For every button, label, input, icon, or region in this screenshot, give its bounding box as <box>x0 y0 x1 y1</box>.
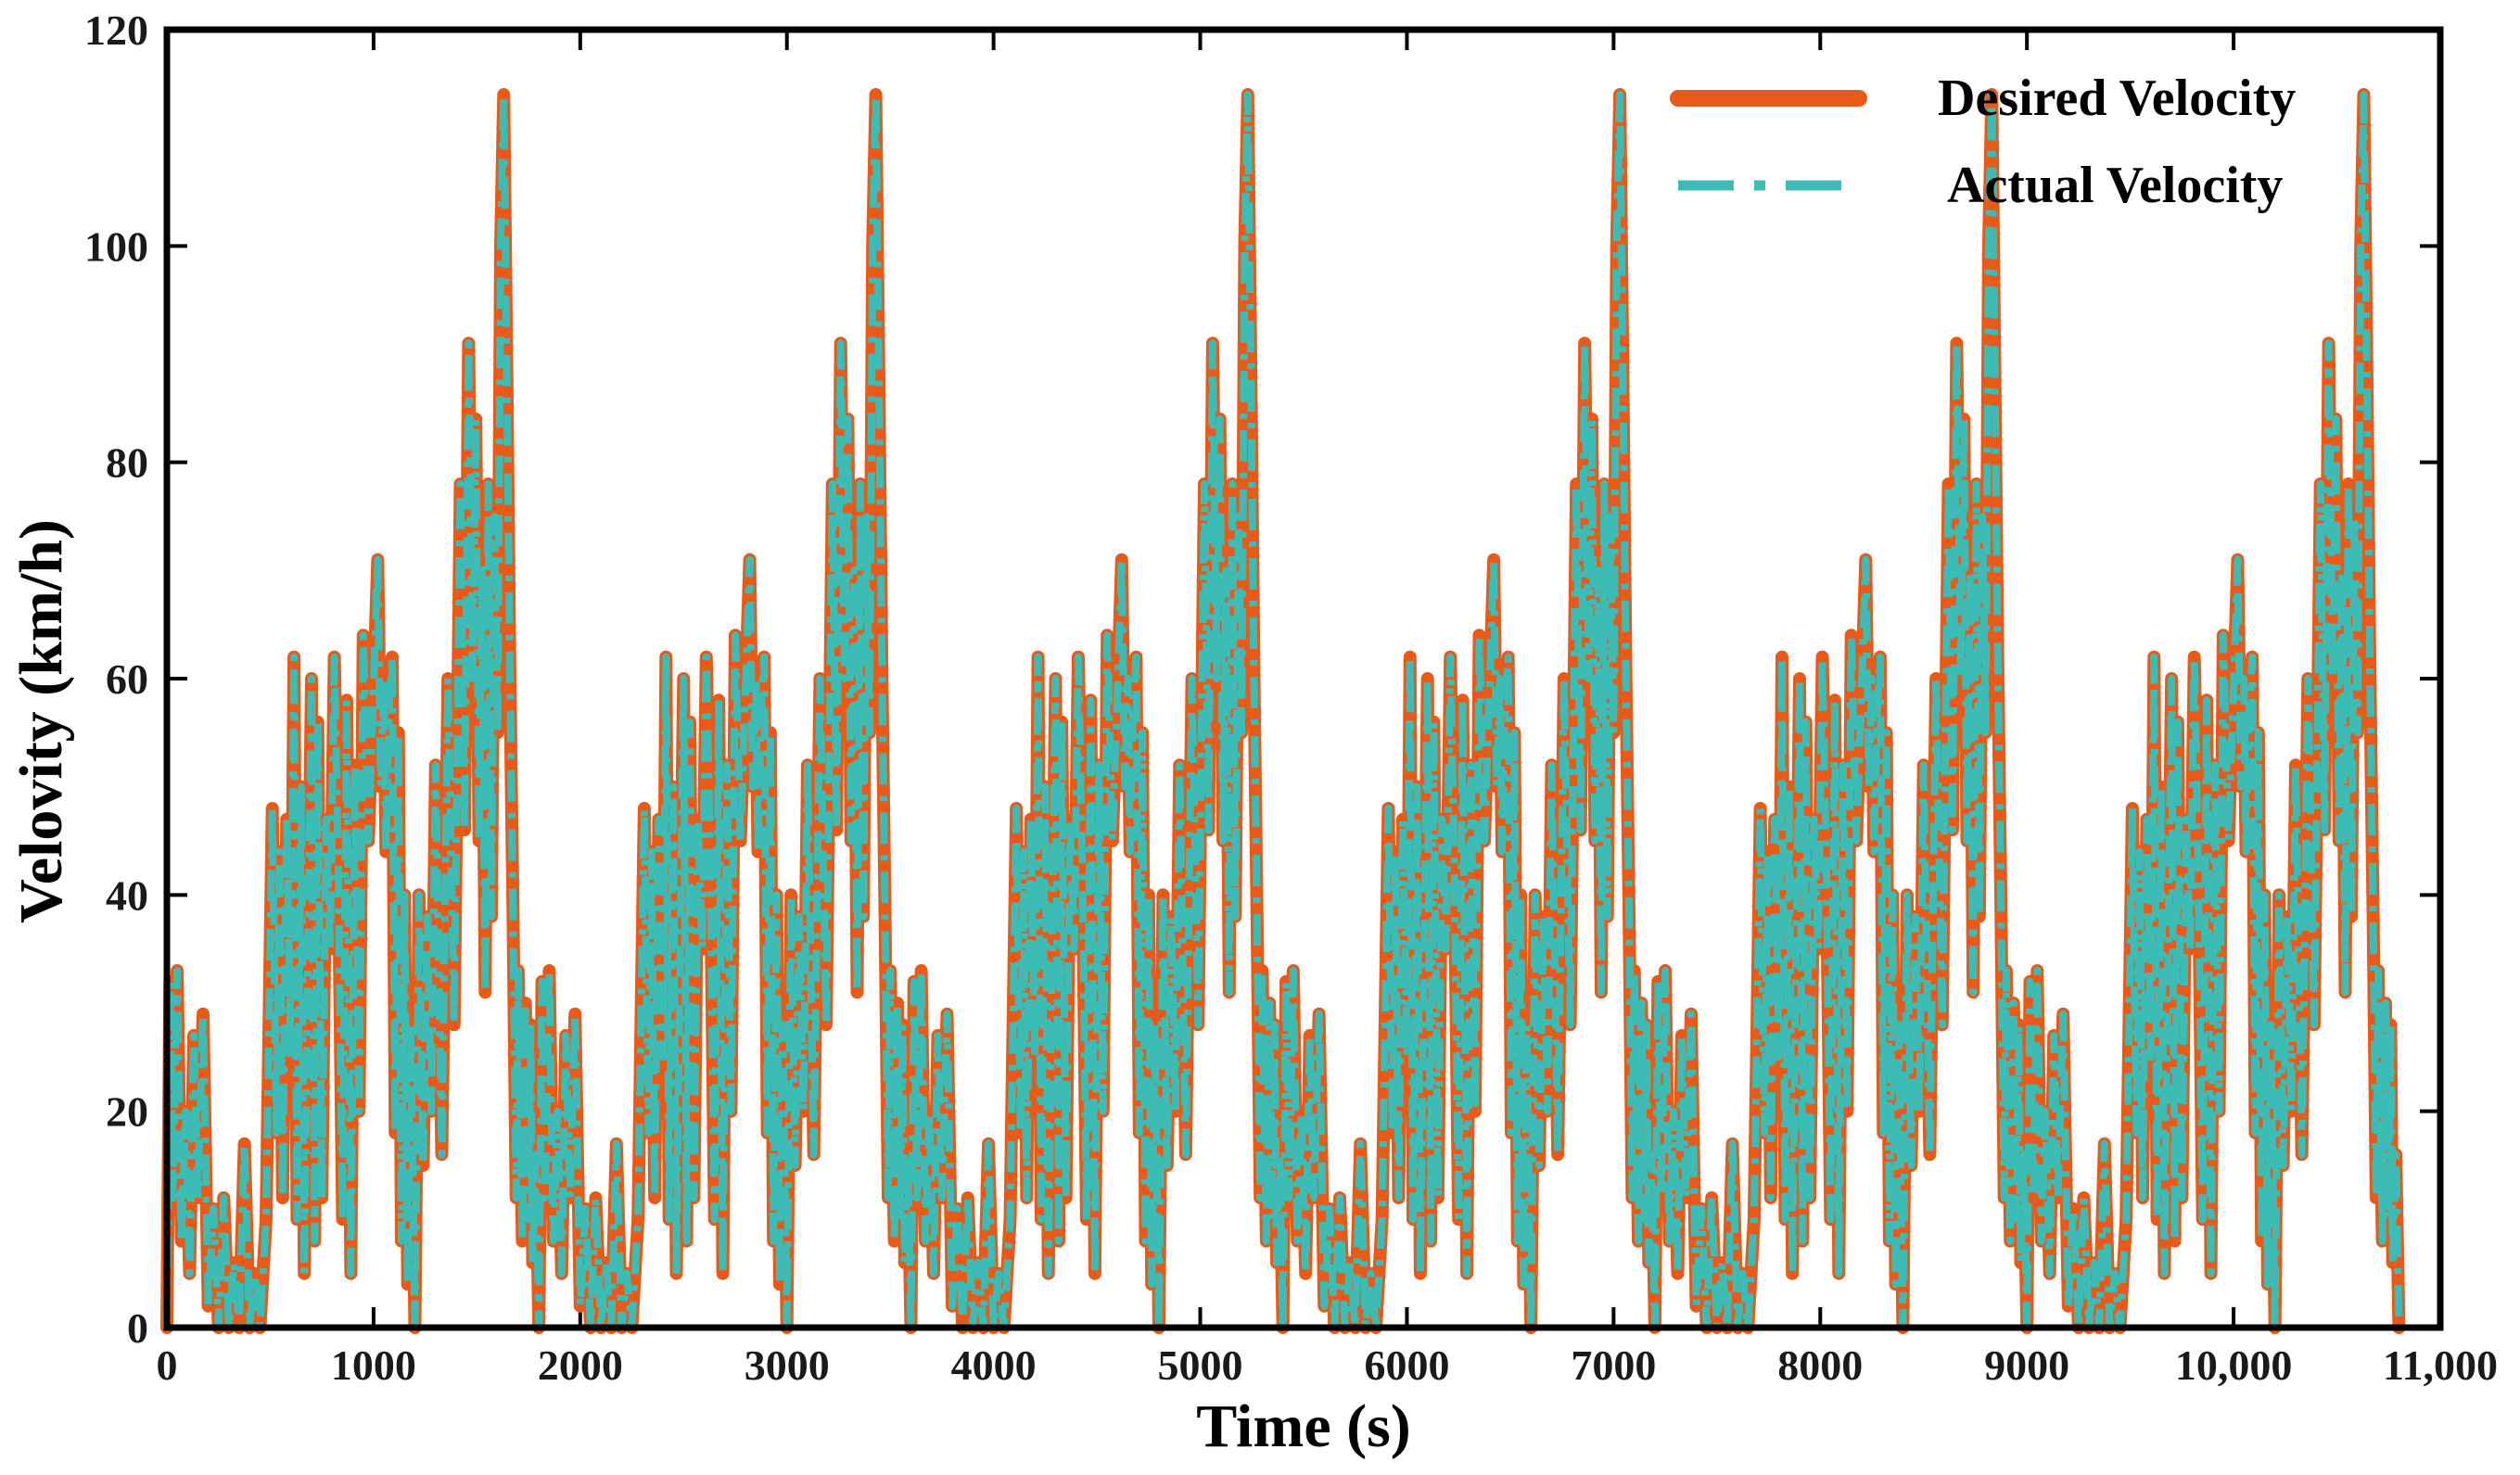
x-tick-label: 9000 <box>1984 1341 2069 1389</box>
x-tick-label: 10,000 <box>2175 1341 2293 1389</box>
x-tick-label: 1000 <box>331 1341 416 1389</box>
legend-label-desired: Desired Velocity <box>1938 70 2296 127</box>
plot-frame <box>163 26 2444 1331</box>
y-tick-label: 100 <box>84 223 148 270</box>
legend-label-actual: Actual Velocity <box>1947 157 2283 214</box>
x-tick-label: 8000 <box>1777 1341 1863 1389</box>
y-tick-label: 40 <box>106 871 148 919</box>
x-tick-label: 7000 <box>1571 1341 1656 1389</box>
x-tick-label: 6000 <box>1364 1341 1449 1389</box>
x-tick-label: 11,000 <box>2383 1341 2498 1389</box>
x-tick-label: 5000 <box>1158 1341 1243 1389</box>
legend: Desired Velocity Actual Velocity <box>1670 70 2296 214</box>
x-tick-label: 0 <box>157 1341 178 1389</box>
series-layer <box>160 88 2406 1334</box>
y-axis-title: Velovity (km/h) <box>7 519 75 923</box>
x-tick-label: 2000 <box>538 1341 623 1389</box>
y-tick-label: 0 <box>127 1304 148 1352</box>
y-tick-label: 120 <box>84 6 148 54</box>
y-tick-label: 60 <box>106 655 148 703</box>
x-axis-title: Time (s) <box>1196 1392 1411 1460</box>
x-tick-labels: 0 1000 2000 3000 4000 5000 6000 7000 8000 9000 10,… <box>157 1341 2498 1389</box>
x-tick-label: 4000 <box>951 1341 1037 1389</box>
y-tick-labels: 0 20 40 60 80 100 120 <box>84 6 148 1352</box>
y-tick-label: 20 <box>106 1088 148 1136</box>
y-tick-label: 80 <box>106 439 148 487</box>
x-tick-label: 3000 <box>745 1341 830 1389</box>
